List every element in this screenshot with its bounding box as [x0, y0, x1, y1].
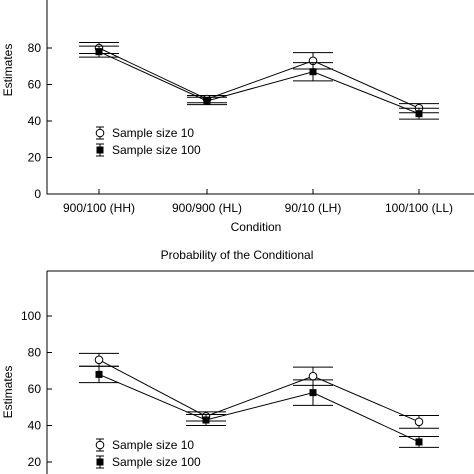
x-tick-label: 90/10 (LH): [285, 201, 342, 215]
series-1: [79, 42, 439, 114]
y-axis-label: Estimates: [1, 44, 15, 97]
y-tick-label: 20: [28, 151, 42, 165]
series-2: [79, 365, 439, 448]
data-point-square: [203, 97, 211, 105]
legend-label: Sample size 10: [112, 126, 194, 140]
x-tick-label: 100/100 (LL): [385, 201, 453, 215]
data-point-square: [415, 110, 423, 118]
y-tick-label: 40: [28, 114, 42, 128]
legend-marker-circle: [95, 440, 105, 450]
series-1: [79, 352, 439, 429]
y-tick-label: 80: [28, 41, 42, 55]
series-line: [98, 359, 420, 423]
data-point-square: [95, 370, 103, 378]
y-tick-label: 20: [28, 455, 42, 469]
chart-title: Probability of the Conditional: [161, 248, 314, 262]
series-2: [79, 45, 439, 120]
y-tick-label: 40: [28, 419, 42, 433]
legend-marker-square: [96, 146, 104, 154]
chart-panel-2: 20 40 60 80 100 Estimates Probability of the C…: [1, 248, 474, 474]
data-point-circle: [308, 371, 318, 381]
x-tick-label: 900/900 (HL): [172, 201, 242, 215]
legend-marker-square: [96, 458, 104, 466]
y-tick-label: 80: [28, 346, 42, 360]
y-tick-label: 60: [28, 382, 42, 396]
series-line: [98, 51, 420, 115]
data-point-square: [309, 68, 317, 76]
x-axis-label: Condition: [231, 220, 282, 234]
data-point-square: [202, 416, 210, 424]
y-tick-label: 0: [34, 187, 41, 201]
y-tick-label: 60: [28, 78, 42, 92]
legend-label: Sample size 100: [112, 455, 201, 469]
axis-frame: [46, 0, 474, 195]
data-point-square: [309, 389, 317, 397]
legend: Sample size 10 Sample size 100: [95, 126, 201, 157]
x-tick-label: 900/100 (HH): [63, 201, 135, 215]
y-tick-label: 100: [21, 309, 41, 323]
series-line: [98, 47, 420, 109]
data-point-square: [95, 48, 103, 56]
series-line: [98, 373, 420, 443]
chart-panel-1: 0 20 40 60 80 Estimates 900/100 (HH) 900/900 (H…: [1, 0, 474, 234]
y-axis-label: Estimates: [1, 366, 15, 419]
data-point-circle: [414, 417, 424, 427]
data-point-square: [415, 438, 423, 446]
legend-label: Sample size 100: [112, 143, 201, 157]
legend-label: Sample size 10: [112, 438, 194, 452]
legend-marker-circle: [95, 128, 105, 138]
legend: Sample size 10 Sample size 100: [95, 438, 201, 469]
data-point-circle: [94, 355, 104, 365]
